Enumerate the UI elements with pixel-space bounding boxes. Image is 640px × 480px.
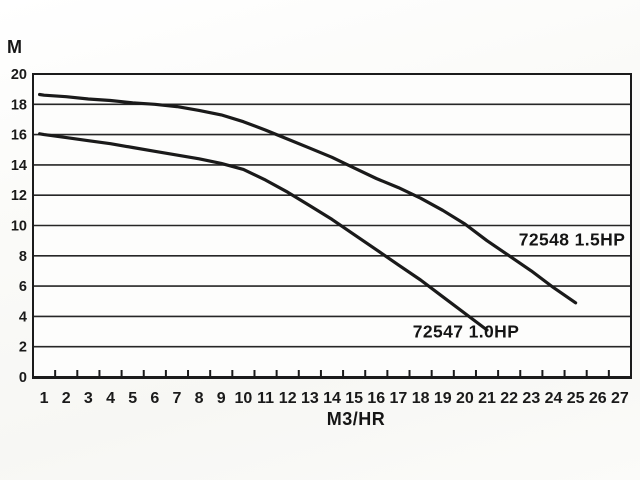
x-tick-label-5: 5 xyxy=(128,390,137,407)
x-tick-label-26: 26 xyxy=(589,390,607,407)
curve-72547-1.0HP xyxy=(37,132,489,332)
x-tick-label-9: 9 xyxy=(217,390,226,407)
x-tick-label-1: 1 xyxy=(40,390,49,407)
x-tick-label-21: 21 xyxy=(478,390,496,407)
y-tick-label-6: 6 xyxy=(19,279,27,295)
x-tick-label-8: 8 xyxy=(195,390,204,407)
x-tick-label-13: 13 xyxy=(301,390,319,407)
x-tick-label-23: 23 xyxy=(522,390,540,407)
x-tick-label-24: 24 xyxy=(545,390,563,407)
y-tick-label-18: 18 xyxy=(11,97,27,113)
x-tick-label-6: 6 xyxy=(150,390,159,407)
x-tick-label-19: 19 xyxy=(434,390,452,407)
x-tick-label-7: 7 xyxy=(173,390,182,407)
x-tick-label-25: 25 xyxy=(567,390,585,407)
x-tick-label-2: 2 xyxy=(62,390,71,407)
y-tick-label-0: 0 xyxy=(19,370,27,386)
x-axis-title: M3/HR xyxy=(326,409,386,429)
y-tick-label-10: 10 xyxy=(11,219,27,235)
x-tick-label-18: 18 xyxy=(412,390,430,407)
x-tick-label-22: 22 xyxy=(500,390,518,407)
x-tick-label-17: 17 xyxy=(390,390,408,407)
x-tick-label-15: 15 xyxy=(345,390,363,407)
x-tick-label-12: 12 xyxy=(279,390,297,407)
x-tick-label-16: 16 xyxy=(367,390,385,407)
series-label-72548-1.5hp: 72548 1.5HP xyxy=(518,229,626,250)
y-tick-label-12: 12 xyxy=(11,188,27,204)
x-tick-label-3: 3 xyxy=(84,390,93,407)
x-tick-label-14: 14 xyxy=(323,390,341,407)
x-tick-label-4: 4 xyxy=(106,390,115,407)
curve-72548-1.5HP xyxy=(37,92,578,305)
y-tick-label-8: 8 xyxy=(19,249,27,265)
y-tick-label-2: 2 xyxy=(19,340,27,356)
series-label-72547-1.0hp: 72547 1.0HP xyxy=(412,321,520,342)
x-tick-label-10: 10 xyxy=(235,390,253,407)
y-axis-title: M xyxy=(7,37,22,57)
y-tick-label-20: 20 xyxy=(11,67,27,83)
x-tick-label-11: 11 xyxy=(257,390,274,407)
y-tick-label-14: 14 xyxy=(11,158,27,174)
y-tick-label-4: 4 xyxy=(19,309,27,325)
y-tick-label-16: 16 xyxy=(11,128,27,144)
x-tick-label-27: 27 xyxy=(611,390,629,407)
x-tick-label-20: 20 xyxy=(456,390,474,407)
